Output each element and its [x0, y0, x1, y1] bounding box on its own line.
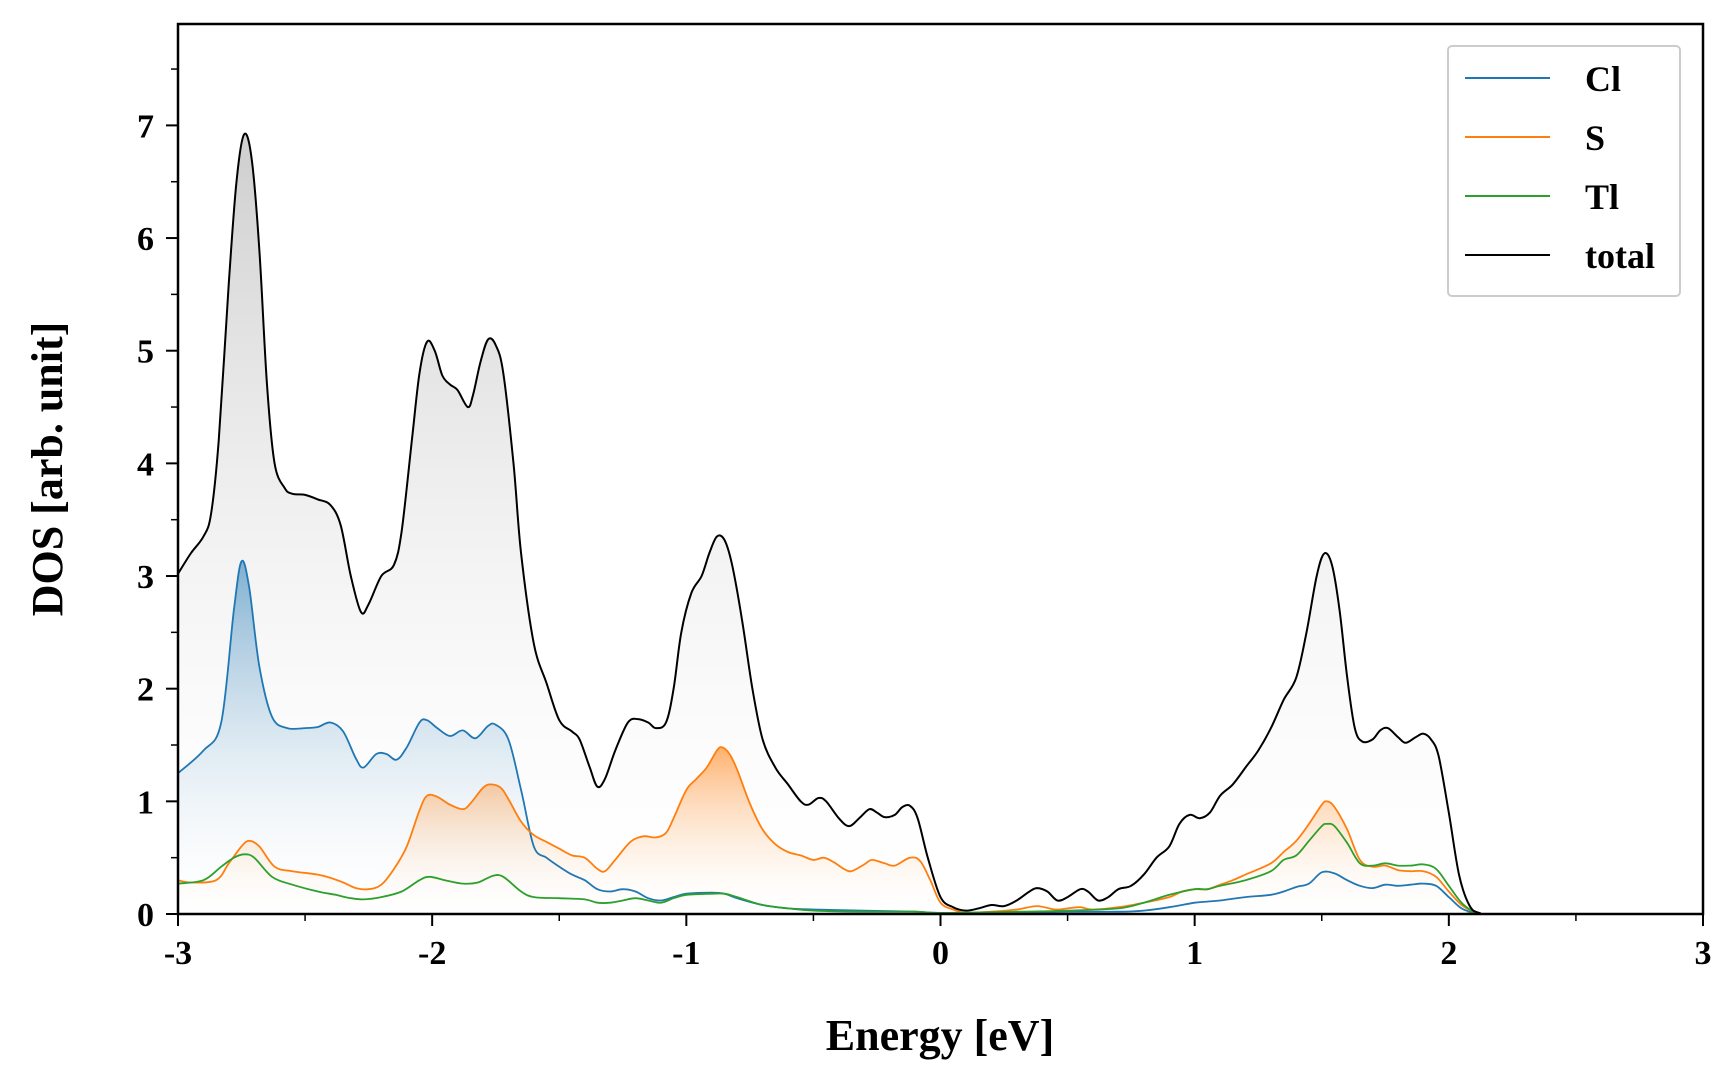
series-line-tl: [178, 822, 1703, 914]
legend-label-total: total: [1585, 236, 1655, 276]
x-tick-label: -1: [672, 935, 700, 972]
legend-label-s: S: [1585, 118, 1605, 158]
x-axis-title: Energy [eV]: [826, 1011, 1055, 1060]
y-axis: 0 1 2 3 4 5 6 7: [137, 68, 178, 934]
x-tick-label: 3: [1695, 935, 1712, 972]
y-axis-title: DOS [arb. unit]: [23, 322, 72, 617]
x-tick-label: 0: [932, 935, 949, 972]
y-tick-label: 0: [137, 897, 154, 934]
x-tick-label: -3: [164, 935, 192, 972]
legend-box: [1447, 45, 1681, 297]
y-tick-label: 5: [137, 334, 154, 371]
y-tick-label: 2: [137, 672, 154, 709]
series-line-s: [178, 746, 1703, 914]
y-tick-label: 7: [137, 108, 154, 145]
series-line-cl: [178, 559, 1703, 914]
legend-label-cl: Cl: [1585, 59, 1621, 99]
legend: Cl S Tl total: [1447, 45, 1681, 297]
x-axis: -3 -2 -1 0 1 2 3: [164, 914, 1712, 972]
x-tick-label: 2: [1440, 935, 1457, 972]
x-tick-label: -2: [418, 935, 446, 972]
series-line-total: [178, 132, 1703, 914]
line-layer: [178, 132, 1703, 914]
y-tick-label: 1: [137, 784, 154, 821]
area-total: [178, 133, 1703, 914]
y-tick-label: 6: [137, 221, 154, 258]
x-tick-label: 1: [1186, 935, 1203, 972]
y-tick-label: 4: [137, 446, 154, 483]
legend-label-tl: Tl: [1585, 177, 1619, 217]
y-tick-label: 3: [137, 559, 154, 596]
